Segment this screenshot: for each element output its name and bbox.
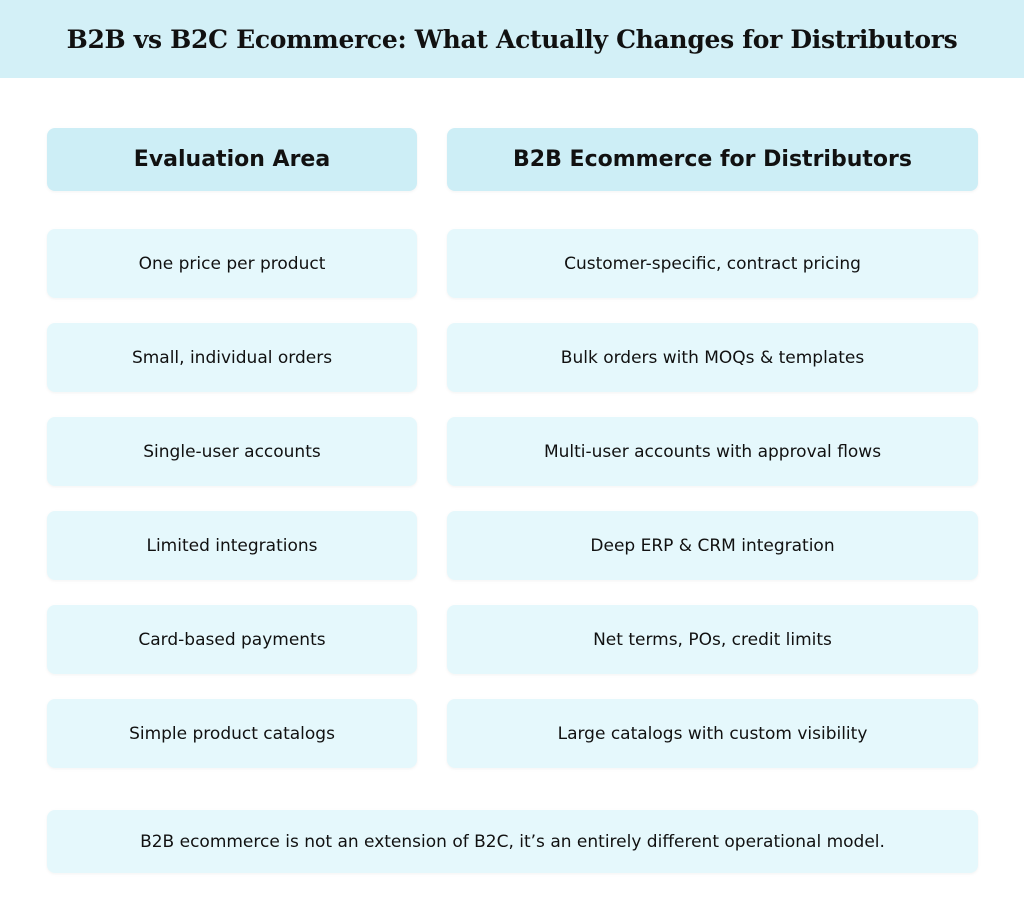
page-title: B2B vs B2C Ecommerce: What Actually Chan… (66, 24, 958, 54)
row-b2b-cell: Multi-user accounts with approval flows (447, 417, 978, 486)
row-evaluation-area-cell: Limited integrations (47, 511, 417, 580)
row-evaluation-area-cell: Card-based payments (47, 605, 417, 674)
row-b2b-cell: Large catalogs with custom visibility (447, 699, 978, 768)
header-evaluation-area: Evaluation Area (47, 128, 417, 191)
row-evaluation-area-cell: Small, individual orders (47, 323, 417, 392)
row-b2b-cell: Customer-specific, contract pricing (447, 229, 978, 298)
row-evaluation-area-cell: Simple product catalogs (47, 699, 417, 768)
row-b2b-cell: Deep ERP & CRM integration (447, 511, 978, 580)
row-evaluation-area-cell: Single-user accounts (47, 417, 417, 486)
header-b2b-ecommerce: B2B Ecommerce for Distributors (447, 128, 978, 191)
row-b2b-cell: Bulk orders with MOQs & templates (447, 323, 978, 392)
footer-note: B2B ecommerce is not an extension of B2C… (47, 810, 978, 873)
row-evaluation-area-cell: One price per product (47, 229, 417, 298)
row-b2b-cell: Net terms, POs, credit limits (447, 605, 978, 674)
title-band: B2B vs B2C Ecommerce: What Actually Chan… (0, 0, 1024, 78)
